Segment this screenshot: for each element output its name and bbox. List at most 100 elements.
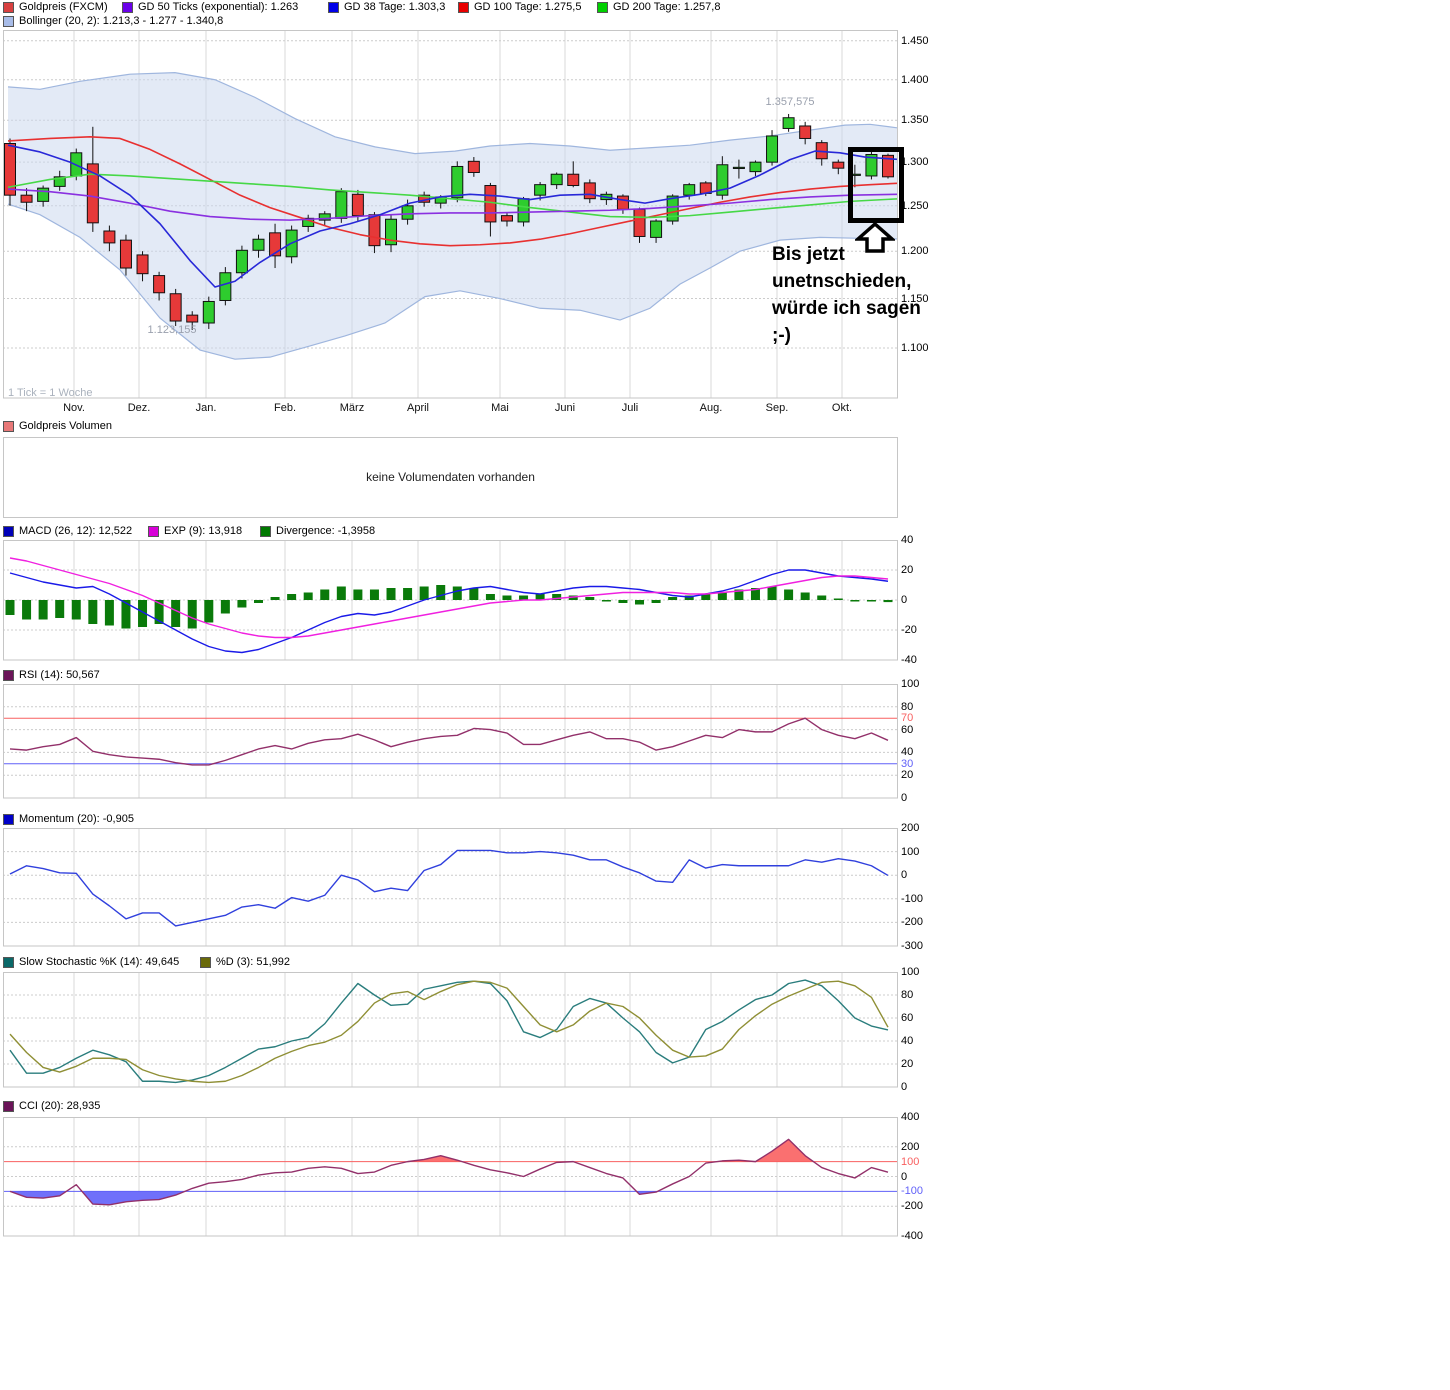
x-axis-label: Juli <box>621 402 639 414</box>
y-axis-label: 20 <box>901 769 914 782</box>
legend-swatch-icon <box>260 525 271 537</box>
y-axis-label: 1.150 <box>901 292 929 305</box>
candle-body <box>202 300 215 324</box>
histogram-bar <box>5 600 15 615</box>
candle-body <box>749 161 762 173</box>
legend-item: Goldpreis Volumen <box>3 420 112 432</box>
legend-swatch-icon <box>597 1 608 13</box>
rsi-chart <box>3 684 898 799</box>
candle-body <box>633 208 646 237</box>
candle-body <box>732 166 745 170</box>
macd-chart <box>3 540 898 661</box>
main-price-chart <box>3 30 898 399</box>
candle-body <box>517 198 530 223</box>
histogram-bar <box>618 600 628 603</box>
y-axis-label: 100 <box>901 845 920 858</box>
candle-body <box>103 230 116 244</box>
indicator-line <box>9 717 889 766</box>
annotation-note-line: Bis jetzt <box>772 244 845 265</box>
histogram-bar <box>469 588 479 600</box>
legend-swatch-icon <box>148 525 159 537</box>
histogram-bar <box>419 586 429 600</box>
y-axis-label: 80 <box>901 700 914 713</box>
annotation-up-arrow-icon <box>855 222 895 253</box>
histogram-bar <box>369 589 379 600</box>
tick-interval-note: 1 Tick = 1 Woche <box>8 387 93 399</box>
candle-body <box>86 163 99 224</box>
legend-item: %D (3): 51,992 <box>200 956 290 968</box>
histogram-bar <box>883 600 893 603</box>
candle-body <box>484 185 497 223</box>
histogram-bar <box>485 594 495 600</box>
annotation-highlight-box <box>848 147 904 223</box>
histogram-bar <box>436 585 446 600</box>
low-price-label: 1.123,155 <box>147 324 197 336</box>
bollinger-lower <box>7 203 898 360</box>
panel-border <box>3 972 898 1088</box>
x-axis-label: Mai <box>491 402 509 414</box>
histogram-bar <box>817 595 827 600</box>
histogram-bar <box>784 589 794 600</box>
legend-swatch-icon <box>200 956 211 968</box>
histogram-bar <box>253 600 263 603</box>
candle-body <box>186 314 199 323</box>
histogram-bar <box>22 600 32 620</box>
y-axis-label: 60 <box>901 723 914 736</box>
candle-body <box>782 117 795 129</box>
y-axis-label: 0 <box>901 869 908 882</box>
y-axis-label: 80 <box>901 989 914 1001</box>
x-axis-label: April <box>406 402 429 414</box>
panel-border <box>3 30 898 399</box>
annotation-note-line: würde ich sagen <box>772 298 921 319</box>
y-axis-label: -200 <box>901 1200 924 1213</box>
panel-border <box>3 540 898 661</box>
legend-label: Bollinger (20, 2): 1.213,3 - 1.277 - 1.3… <box>19 15 224 27</box>
y-axis-label: 1.300 <box>901 156 929 169</box>
histogram-bar <box>585 597 595 600</box>
y-axis-label: 60 <box>901 1012 914 1024</box>
candle-body <box>534 184 547 196</box>
legend-swatch-icon <box>458 1 469 13</box>
histogram-bar <box>303 592 313 600</box>
candle-body <box>616 195 629 210</box>
indicator-line <box>9 569 889 654</box>
x-axis-label: Okt. <box>831 402 853 414</box>
legend-label: Goldpreis Volumen <box>19 420 112 432</box>
histogram-bar <box>668 597 678 600</box>
y-axis-label: -20 <box>901 624 917 636</box>
candle-body <box>368 214 381 247</box>
y-axis-label: -100 <box>901 1185 924 1198</box>
legend-swatch-icon <box>3 1100 14 1112</box>
y-axis-label: -100 <box>901 892 924 905</box>
candle-body <box>318 213 331 221</box>
histogram-bar <box>403 588 413 600</box>
legend-item: EXP (9): 13,918 <box>148 525 242 537</box>
y-axis-label: 40 <box>901 534 914 546</box>
legend-item: CCI (20): 28,935 <box>3 1100 100 1112</box>
candle-body <box>401 205 414 220</box>
candle-body <box>169 293 182 322</box>
legend-label: GD 200 Tage: 1.257,8 <box>613 1 721 13</box>
candle-body <box>650 220 663 238</box>
legend-swatch-icon <box>3 525 14 537</box>
histogram-bar <box>171 600 181 627</box>
candle-body <box>136 254 149 275</box>
y-axis-label: 70 <box>901 712 914 725</box>
candle-body <box>53 176 66 187</box>
volume-panel: keine Volumendaten vorhanden <box>3 437 898 518</box>
y-axis-label: 1.250 <box>901 199 929 212</box>
legend-swatch-icon <box>122 1 133 13</box>
legend-item: Slow Stochastic %K (14): 49,645 <box>3 956 179 968</box>
histogram-bar <box>121 600 131 629</box>
legend-label: CCI (20): 28,935 <box>19 1100 101 1112</box>
legend-label: GD 38 Tage: 1.303,3 <box>344 1 446 13</box>
indicator-line <box>9 557 889 639</box>
cci-chart <box>3 1117 898 1237</box>
legend-item: Goldpreis (FXCM) <box>3 1 108 13</box>
legend-item: Divergence: -1,3958 <box>260 525 375 537</box>
histogram-bar <box>833 598 843 600</box>
histogram-bar <box>552 594 562 600</box>
histogram-bar <box>55 600 65 618</box>
legend-item: GD 50 Ticks (exponential): 1.263 <box>122 1 298 13</box>
